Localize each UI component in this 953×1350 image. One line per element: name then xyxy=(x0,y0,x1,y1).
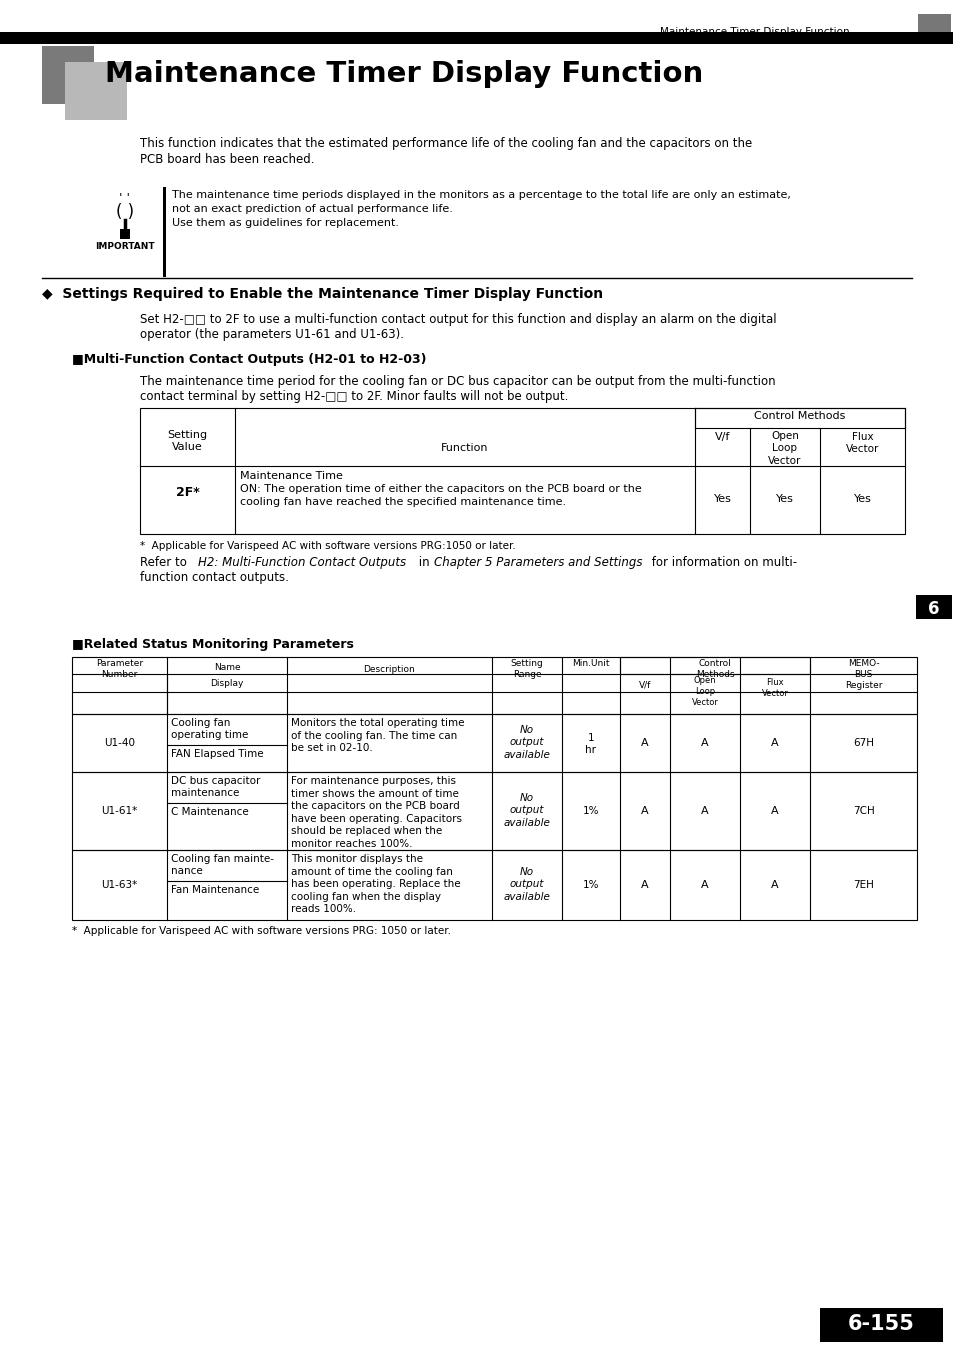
Text: A: A xyxy=(640,738,648,748)
Text: A: A xyxy=(700,806,708,815)
Text: 1%: 1% xyxy=(582,806,598,815)
Text: Flux
Vector: Flux Vector xyxy=(845,432,879,455)
Text: Control
Methods: Control Methods xyxy=(695,659,734,679)
Text: cooling fan have reached the specified maintenance time.: cooling fan have reached the specified m… xyxy=(240,497,565,508)
Text: not an exact prediction of actual performance life.: not an exact prediction of actual perfor… xyxy=(172,204,453,215)
Text: Chapter 5 Parameters and Settings: Chapter 5 Parameters and Settings xyxy=(434,556,641,568)
Text: 7EH: 7EH xyxy=(852,880,873,890)
Text: 7CH: 7CH xyxy=(852,806,874,815)
Text: PCB board has been reached.: PCB board has been reached. xyxy=(140,153,314,166)
Bar xyxy=(71,657,916,714)
Text: Parameter
Number: Parameter Number xyxy=(96,659,143,679)
Text: *  Applicable for Varispeed AC with software versions PRG:1050 or later.: * Applicable for Varispeed AC with softw… xyxy=(140,541,516,551)
Text: 1%: 1% xyxy=(582,880,598,890)
Text: 1
hr: 1 hr xyxy=(585,733,596,756)
Text: Function: Function xyxy=(441,443,488,454)
Text: Display: Display xyxy=(210,679,243,688)
Bar xyxy=(820,1308,942,1342)
Text: Name: Name xyxy=(213,663,240,672)
Text: ON: The operation time of either the capacitors on the PCB board or the: ON: The operation time of either the cap… xyxy=(240,485,641,494)
Bar xyxy=(71,714,916,772)
Text: Maintenance Time: Maintenance Time xyxy=(240,471,342,481)
Text: Yes: Yes xyxy=(713,494,731,504)
Text: The maintenance time periods displayed in the monitors as a percentage to the to: The maintenance time periods displayed i… xyxy=(172,190,790,200)
Text: For maintenance purposes, this
timer shows the amount of time
the capacitors on : For maintenance purposes, this timer sho… xyxy=(291,776,461,849)
Text: No
output
available: No output available xyxy=(503,867,550,902)
Text: Use them as guidelines for replacement.: Use them as guidelines for replacement. xyxy=(172,217,398,228)
Text: A: A xyxy=(770,738,778,748)
Text: Set H2-□□ to 2F to use a multi-function contact output for this function and dis: Set H2-□□ to 2F to use a multi-function … xyxy=(140,313,776,325)
Text: Open
Loop
Vector: Open Loop Vector xyxy=(691,676,718,707)
Bar xyxy=(120,230,130,239)
Text: Setting
Value: Setting Value xyxy=(168,431,208,452)
Text: ■Multi-Function Contact Outputs (H2-01 to H2-03): ■Multi-Function Contact Outputs (H2-01 t… xyxy=(71,352,426,366)
Bar xyxy=(71,850,916,919)
Text: for information on multi-: for information on multi- xyxy=(647,556,797,568)
Text: contact terminal by setting H2-□□ to 2F. Minor faults will not be output.: contact terminal by setting H2-□□ to 2F.… xyxy=(140,390,568,404)
Text: A: A xyxy=(770,806,778,815)
Bar xyxy=(0,32,953,45)
Text: ■Related Status Monitoring Parameters: ■Related Status Monitoring Parameters xyxy=(71,639,354,651)
Text: A: A xyxy=(640,880,648,890)
Text: H2: Multi-Function Contact Outputs: H2: Multi-Function Contact Outputs xyxy=(198,556,406,568)
Text: U1-61*: U1-61* xyxy=(101,806,137,815)
Text: Cooling fan
operating time: Cooling fan operating time xyxy=(171,718,248,740)
Text: 6: 6 xyxy=(927,599,939,618)
Text: Cooling fan mainte-
nance: Cooling fan mainte- nance xyxy=(171,855,274,876)
Text: Maintenance Timer Display Function: Maintenance Timer Display Function xyxy=(659,27,849,36)
Text: This monitor displays the
amount of time the cooling fan
has been operating. Rep: This monitor displays the amount of time… xyxy=(291,855,460,914)
Text: function contact outputs.: function contact outputs. xyxy=(140,571,289,585)
Text: ' ': ' ' xyxy=(119,192,131,205)
Text: C Maintenance: C Maintenance xyxy=(171,807,249,817)
Text: Description: Description xyxy=(363,666,415,674)
Bar xyxy=(42,46,94,104)
Text: Yes: Yes xyxy=(853,494,870,504)
Bar xyxy=(915,595,951,620)
Text: ◆  Settings Required to Enable the Maintenance Timer Display Function: ◆ Settings Required to Enable the Mainte… xyxy=(42,288,602,301)
Text: Control Methods: Control Methods xyxy=(754,410,844,421)
Bar xyxy=(65,62,127,120)
Bar xyxy=(140,408,904,535)
Text: *  Applicable for Varispeed AC with software versions PRG: 1050 or later.: * Applicable for Varispeed AC with softw… xyxy=(71,926,451,936)
Text: Min.Unit: Min.Unit xyxy=(572,659,609,668)
Text: DC bus capacitor
maintenance: DC bus capacitor maintenance xyxy=(171,776,260,798)
Text: A: A xyxy=(640,806,648,815)
Text: Fan Maintenance: Fan Maintenance xyxy=(171,886,259,895)
Text: IMPORTANT: IMPORTANT xyxy=(95,242,154,251)
Text: A: A xyxy=(770,880,778,890)
Text: The maintenance time period for the cooling fan or DC bus capacitor can be outpu: The maintenance time period for the cool… xyxy=(140,375,775,387)
Bar xyxy=(71,772,916,850)
Bar xyxy=(163,188,166,277)
Text: Open
Loop
Vector: Open Loop Vector xyxy=(767,431,801,466)
Text: Flux
Vector: Flux Vector xyxy=(760,678,787,698)
Text: U1-63*: U1-63* xyxy=(101,880,137,890)
Text: operator (the parameters U1-61 and U1-63).: operator (the parameters U1-61 and U1-63… xyxy=(140,328,403,342)
Text: A: A xyxy=(700,880,708,890)
Text: in: in xyxy=(415,556,433,568)
Text: This function indicates that the estimated performance life of the cooling fan a: This function indicates that the estimat… xyxy=(140,136,752,150)
Bar xyxy=(619,657,809,674)
Text: FAN Elapsed Time: FAN Elapsed Time xyxy=(171,749,263,759)
Text: A: A xyxy=(700,738,708,748)
Text: 6-155: 6-155 xyxy=(847,1314,914,1334)
Text: U1-40: U1-40 xyxy=(104,738,135,748)
Text: Setting
Range: Setting Range xyxy=(510,659,543,679)
Text: 2F*: 2F* xyxy=(175,486,199,500)
Text: MEMO-
BUS
Register: MEMO- BUS Register xyxy=(843,659,882,690)
Text: No
output
available: No output available xyxy=(503,792,550,828)
Text: Monitors the total operating time
of the cooling fan. The time can
be set in 02-: Monitors the total operating time of the… xyxy=(291,718,464,753)
Bar xyxy=(917,14,950,32)
Text: ( ): ( ) xyxy=(116,202,134,221)
Text: No
output
available: No output available xyxy=(503,725,550,760)
Text: V/f: V/f xyxy=(714,432,729,441)
Text: Maintenance Timer Display Function: Maintenance Timer Display Function xyxy=(105,59,702,88)
Text: Refer to: Refer to xyxy=(140,556,191,568)
Text: 67H: 67H xyxy=(852,738,873,748)
Text: V/f: V/f xyxy=(639,680,651,688)
Text: Yes: Yes xyxy=(775,494,793,504)
